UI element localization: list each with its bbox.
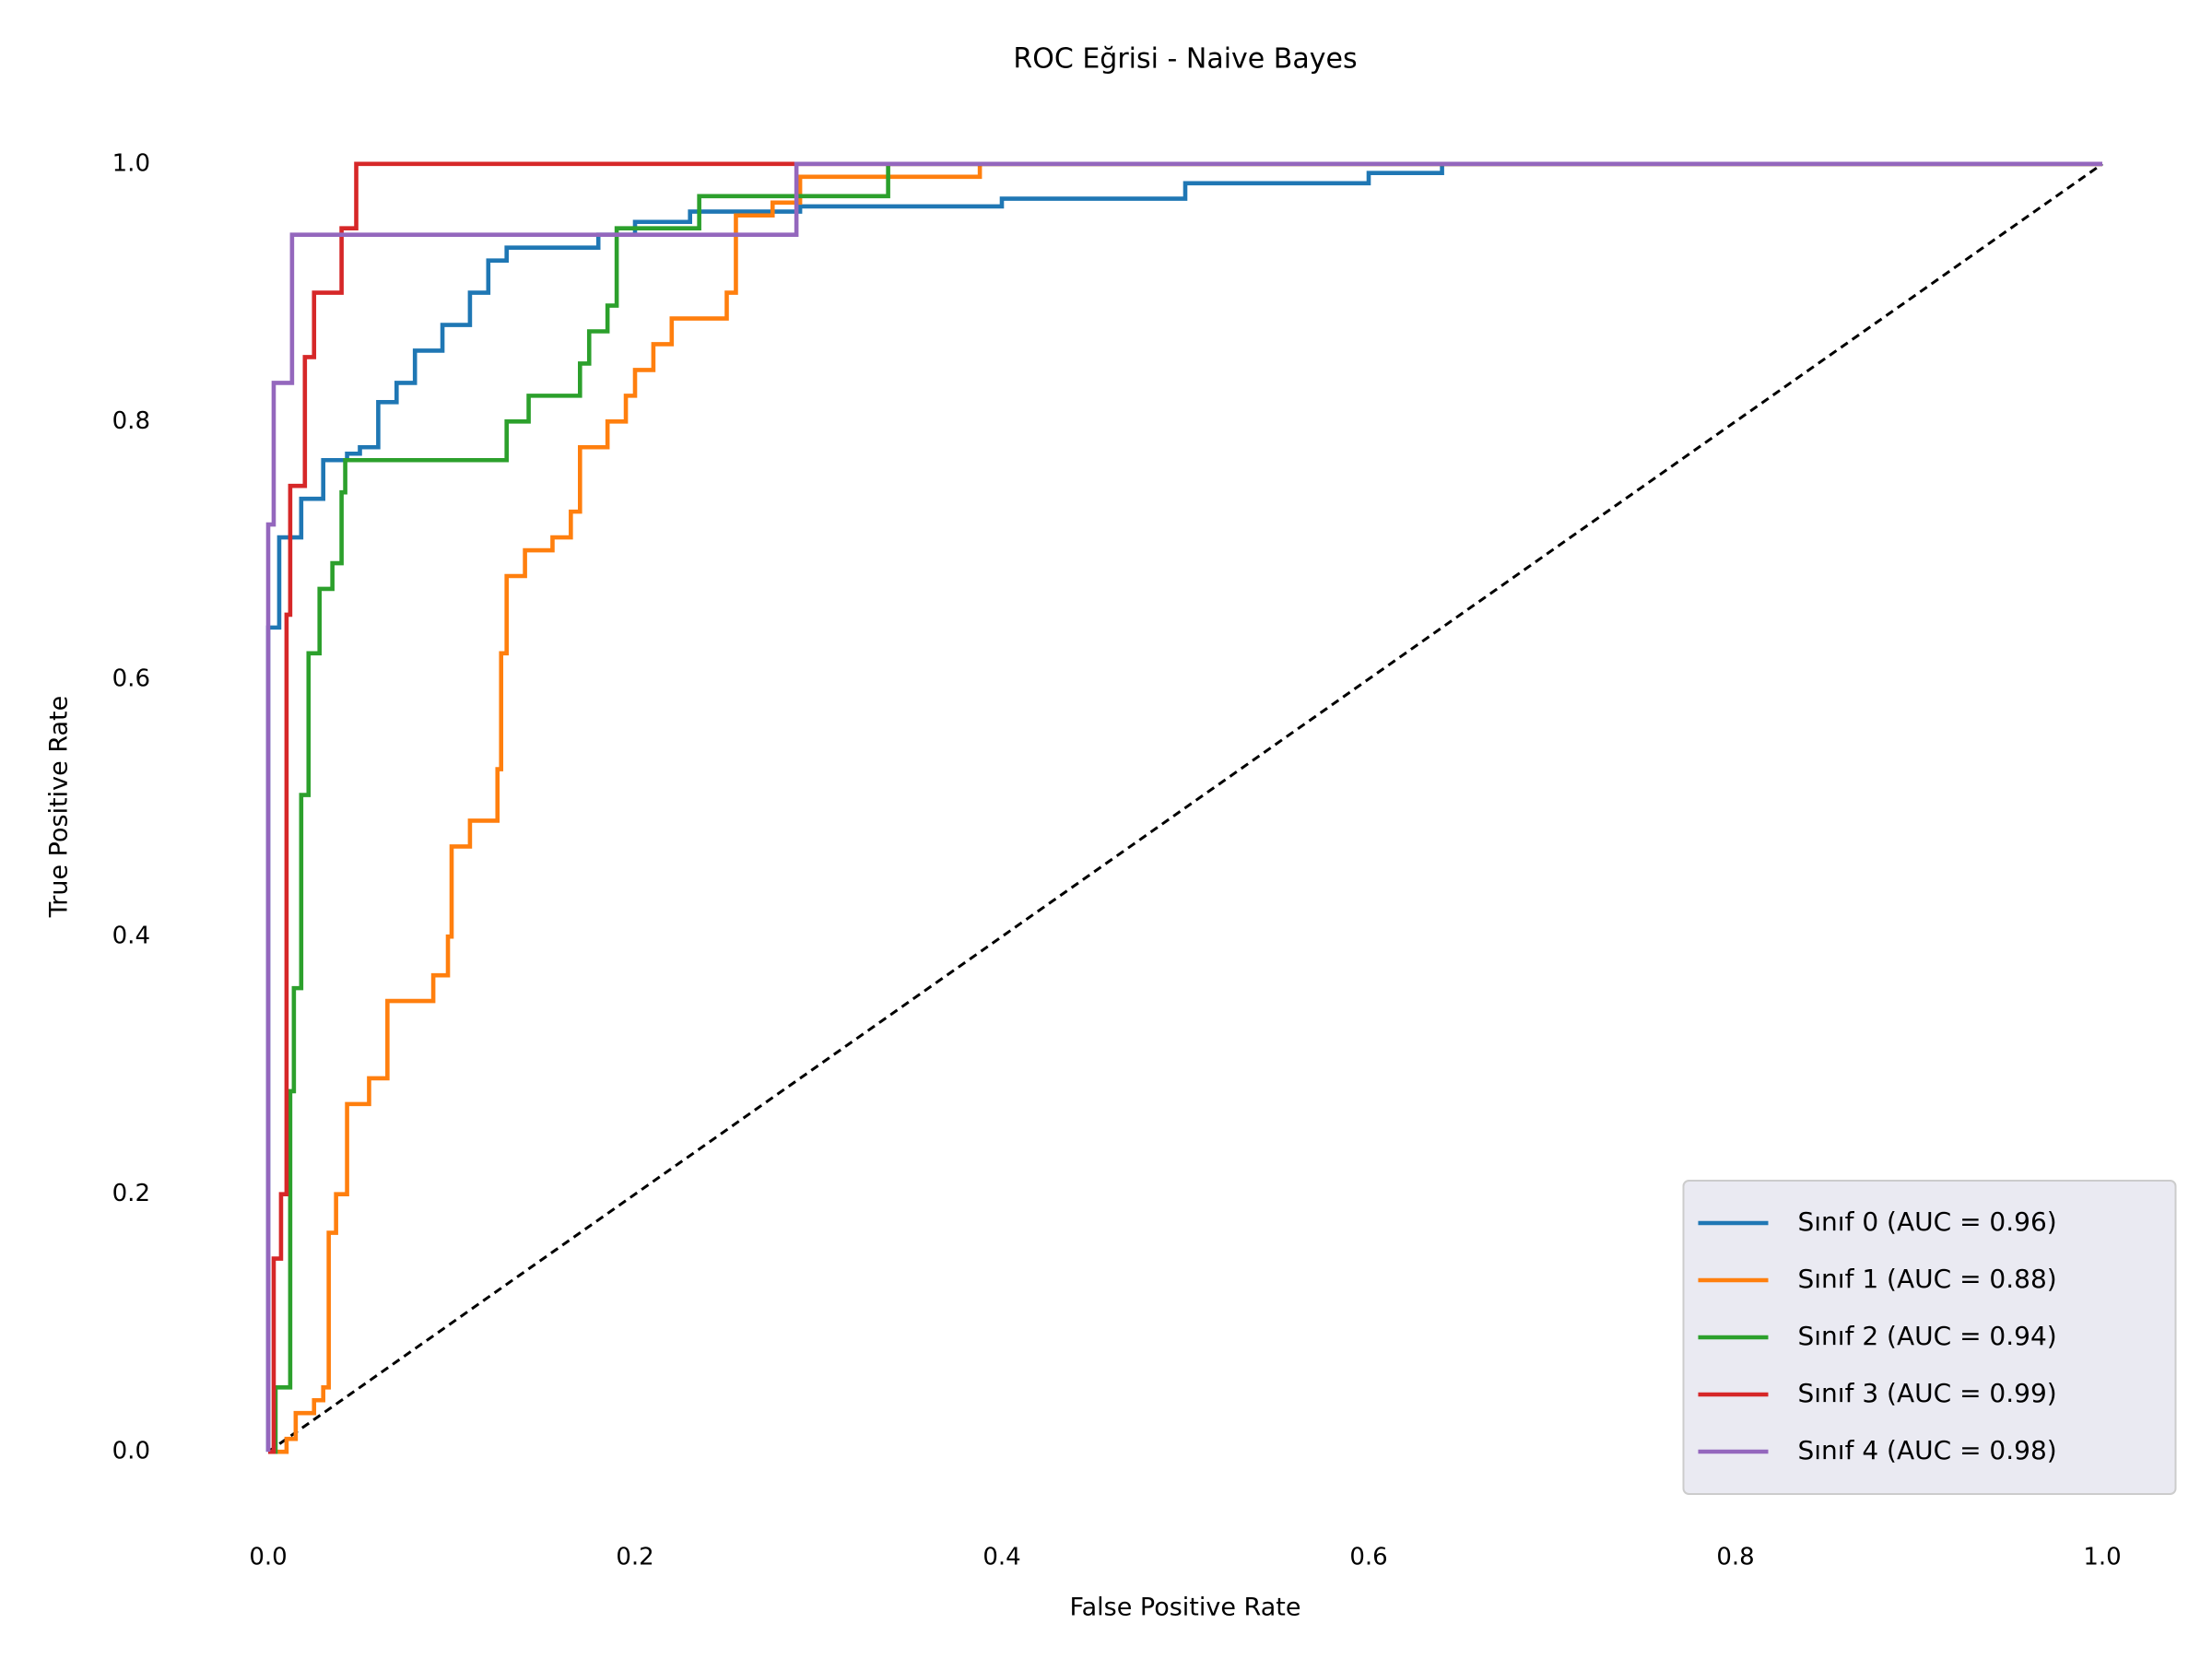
y-tick-label: 0.4 <box>112 923 150 950</box>
roc-curve <box>268 161 2102 1454</box>
x-tick-label: 0.4 <box>982 1544 1020 1571</box>
chart-title: ROC Eğrisi - Naive Bayes <box>1013 43 1357 76</box>
x-tick-label: 0.0 <box>249 1544 287 1571</box>
legend-label: Sınıf 4 (AUC = 0.98) <box>1798 1435 2057 1465</box>
legend-box <box>1682 1180 2177 1495</box>
reference-line <box>267 162 2103 1453</box>
roc-curve <box>268 161 2102 1454</box>
x-tick-label: 0.2 <box>616 1544 653 1571</box>
legend: Sınıf 0 (AUC = 0.96) Sınıf 1 (AUC = 0.88)… <box>1682 1180 2177 1495</box>
x-tick-label: 1.0 <box>2083 1544 2121 1571</box>
roc-curve <box>268 161 2102 1454</box>
y-tick-label: 1.0 <box>112 149 150 177</box>
x-tick-label: 0.6 <box>1349 1544 1387 1571</box>
roc-curve <box>265 161 2102 1453</box>
y-tick-label: 0.6 <box>112 665 150 692</box>
y-tick-label: 0.8 <box>112 407 150 435</box>
y-tick-label: 0.2 <box>112 1180 150 1207</box>
legend-label: Sınıf 1 (AUC = 0.88) <box>1798 1264 2057 1294</box>
y-tick-label: 0.0 <box>112 1438 150 1465</box>
y-axis-label: True Positive Rate <box>45 696 74 919</box>
x-axis-label: False Positive Rate <box>1070 1594 1301 1622</box>
x-tick-label: 0.8 <box>1716 1544 1754 1571</box>
legend-label: Sınıf 0 (AUC = 0.96) <box>1798 1206 2057 1237</box>
legend-label: Sınıf 3 (AUC = 0.99) <box>1798 1378 2057 1408</box>
legend-label: Sınıf 2 (AUC = 0.94) <box>1798 1321 2057 1351</box>
roc-curve <box>265 161 2102 1453</box>
